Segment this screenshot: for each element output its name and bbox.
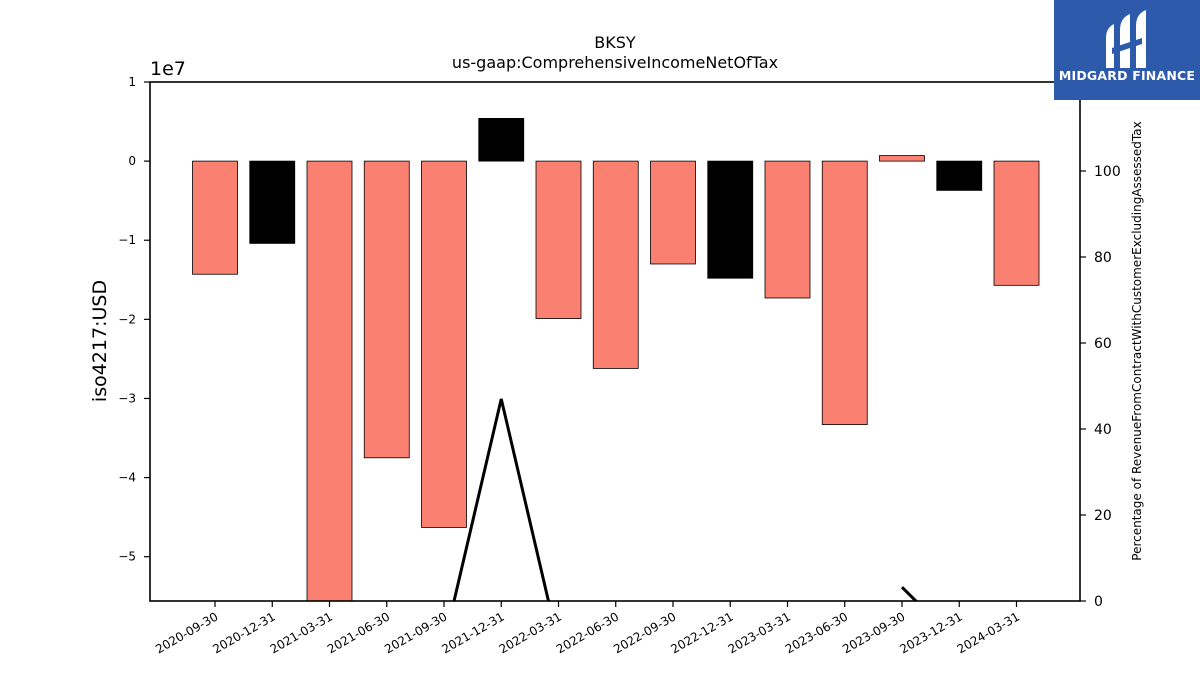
y-offset-label: 1e7 [150,58,186,80]
x-tick-label: 2023-09-30 [840,609,907,656]
bar-2023-09-30 [879,155,925,162]
bars-group [192,117,1040,601]
y2-tick-label: 80 [1094,250,1112,266]
y-tick-label: −1 [118,233,136,247]
y-tick-label: −4 [118,471,136,485]
x-tick-label: 2022-12-31 [668,609,735,656]
x-tick-label: 2023-12-31 [897,609,964,656]
x-tick-label: 2020-12-31 [210,609,277,656]
bar-2023-03-31 [764,160,811,299]
bar-2023-06-30 [821,160,868,425]
y2-tick-label: 60 [1094,336,1112,352]
x-tick-label: 2022-09-30 [611,609,678,656]
brand-logo-mark-icon [1106,10,1146,68]
x-tick-label: 2021-06-30 [325,609,392,656]
brand-logo: MIDGARD FINANCE [1054,0,1200,100]
bar-2022-12-31 [707,160,754,279]
y-axis-label: iso4217:USD [89,280,111,402]
line-segment-2 [900,586,919,601]
x-tick-label: 2024-03-31 [955,609,1022,656]
bar-2020-12-31 [249,160,296,244]
y-tick-label: −3 [118,391,136,405]
x-tick-label: 2020-09-30 [153,609,220,656]
y2-tick-label: 100 [1094,164,1121,180]
bar-2022-03-31 [535,160,582,319]
bar-2021-06-30 [363,160,410,459]
y2-axis-label: Percentage of RevenueFromContractWithCus… [1130,121,1144,560]
chart-subtitle: us-gaap:ComprehensiveIncomeNetOfTax [452,53,778,72]
x-tick-label: 2023-03-31 [726,609,793,656]
x-tick-label: 2023-06-30 [783,609,850,656]
brand-logo-text: MIDGARD FINANCE [1058,68,1196,83]
bar-2023-12-31 [936,160,983,191]
x-tick-label: 2022-03-31 [497,609,564,656]
bar-2021-03-31 [306,160,353,601]
plot-frame [149,81,1081,602]
y-tick-label: 1 [128,75,136,89]
line-segment-1 [452,398,550,601]
bar-2022-09-30 [650,160,696,265]
y-tick-label: 0 [128,154,136,168]
line-series-group [452,398,919,601]
bar-2024-03-31 [993,160,1040,286]
y-tick-label: −2 [118,312,136,326]
y-tick-label: −5 [118,550,136,564]
bar-2020-09-30 [192,160,238,275]
bar-2022-06-30 [592,160,639,369]
x-tick-label: 2021-12-31 [439,609,506,656]
bar-2021-09-30 [421,160,467,528]
x-tick-label: 2021-03-31 [268,609,335,656]
y2-tick-label: 0 [1094,594,1103,610]
x-tick-label: 2021-09-30 [382,609,449,656]
bar-2021-12-31 [478,117,525,162]
x-tick-label: 2022-06-30 [554,609,621,656]
y2-tick-label: 20 [1094,508,1112,524]
y2-tick-label: 40 [1094,422,1112,438]
chart-title: BKSY [594,33,636,52]
